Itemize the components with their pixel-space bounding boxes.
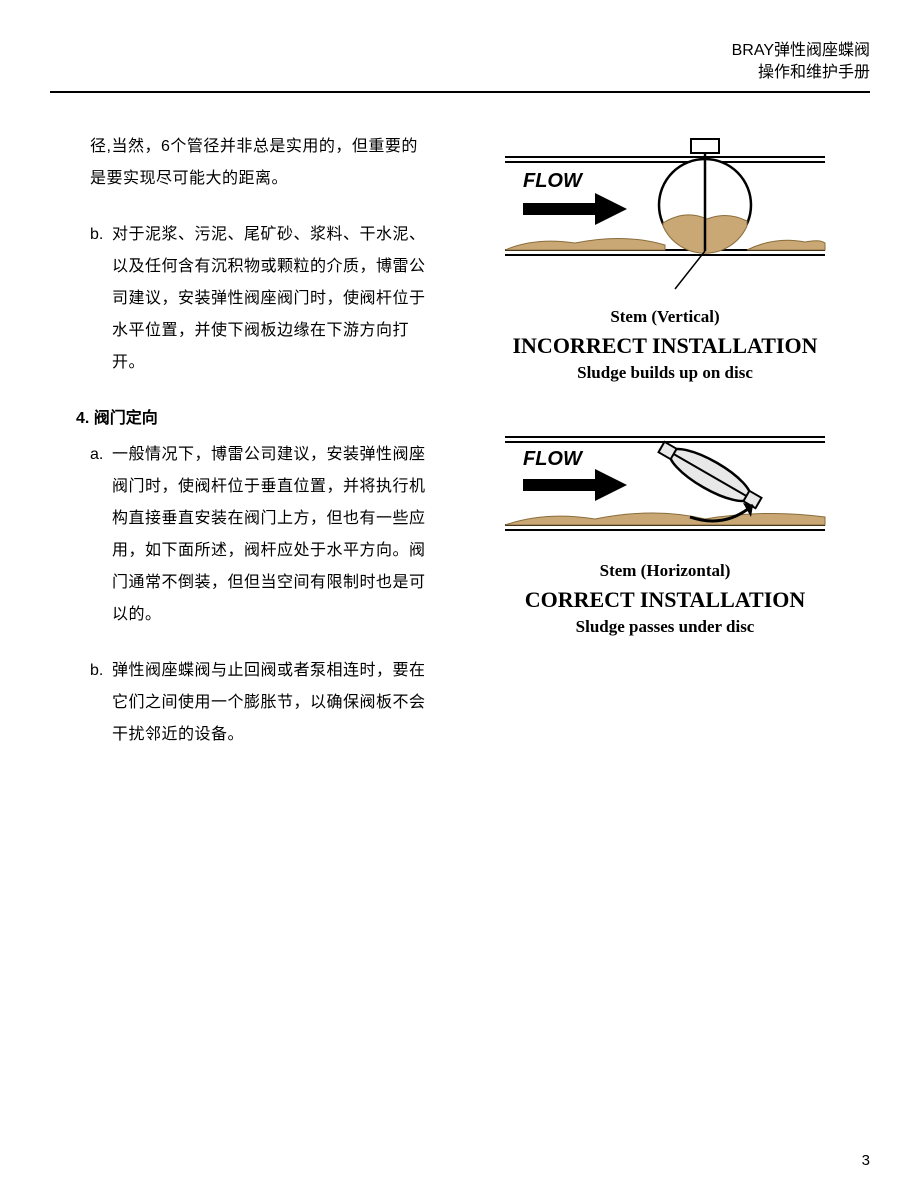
list-marker: a. — [90, 439, 112, 631]
header-line-1: BRAY弹性阀座蝶阀 — [50, 40, 870, 62]
header-line-2: 操作和维护手册 — [50, 62, 870, 84]
list-marker: b. — [90, 219, 112, 379]
list-text: 对于泥浆、污泥、尾矿砂、浆料、干水泥、以及任何含有沉积物或颗粒的介质，博雷公司建… — [112, 219, 430, 379]
content: 径,当然，6个管径并非总是实用的，但重要的是要实现尽可能大的距离。 b. 对于泥… — [50, 131, 870, 775]
correct-title: CORRECT INSTALLATION — [460, 587, 870, 613]
flow-label: FLOW — [523, 448, 584, 470]
list-item-b2: b. 弹性阀座蝶阀与止回阀或者泵相连时，要在它们之间使用一个膨胀节，以确保阀板不… — [90, 655, 430, 751]
page-number: 3 — [862, 1152, 870, 1169]
diagram-correct: FLOW Stem (Horizontal) CORRECT INSTALLAT… — [460, 417, 870, 637]
list-text: 弹性阀座蝶阀与止回阀或者泵相连时，要在它们之间使用一个膨胀节，以确保阀板不会干扰… — [112, 655, 430, 751]
list-item-a: a. 一般情况下，博雷公司建议，安装弹性阀座阀门时，使阀杆位于垂直位置，并将执行… — [90, 439, 430, 631]
list-marker: b. — [90, 655, 112, 751]
header-rule — [50, 91, 870, 93]
stem-label-vertical: Stem (Vertical) — [460, 307, 870, 327]
list-item-b1: b. 对于泥浆、污泥、尾矿砂、浆料、干水泥、以及任何含有沉积物或颗粒的介质，博雷… — [90, 219, 430, 379]
intro-paragraph: 径,当然，6个管径并非总是实用的，但重要的是要实现尽可能大的距离。 — [90, 131, 430, 195]
page-header: BRAY弹性阀座蝶阀 操作和维护手册 — [50, 40, 870, 85]
flow-label: FLOW — [523, 170, 584, 192]
incorrect-title: INCORRECT INSTALLATION — [460, 333, 870, 359]
incorrect-subtitle: Sludge builds up on disc — [460, 363, 870, 383]
text-column: 径,当然，6个管径并非总是实用的，但重要的是要实现尽可能大的距离。 b. 对于泥… — [50, 131, 430, 775]
correct-installation-svg: FLOW — [495, 417, 835, 547]
section-4-heading: 4. 阀门定向 — [76, 403, 430, 435]
diagram-incorrect: FLOW Stem (Vertical) INCORRECT INSTALLAT… — [460, 131, 870, 383]
correct-subtitle: Sludge passes under disc — [460, 617, 870, 637]
stem-label-horizontal: Stem (Horizontal) — [460, 561, 870, 581]
diagram-column: FLOW Stem (Vertical) INCORRECT INSTALLAT… — [460, 131, 870, 775]
incorrect-installation-svg: FLOW — [495, 131, 835, 301]
list-text: 一般情况下，博雷公司建议，安装弹性阀座阀门时，使阀杆位于垂直位置，并将执行机构直… — [112, 439, 430, 631]
